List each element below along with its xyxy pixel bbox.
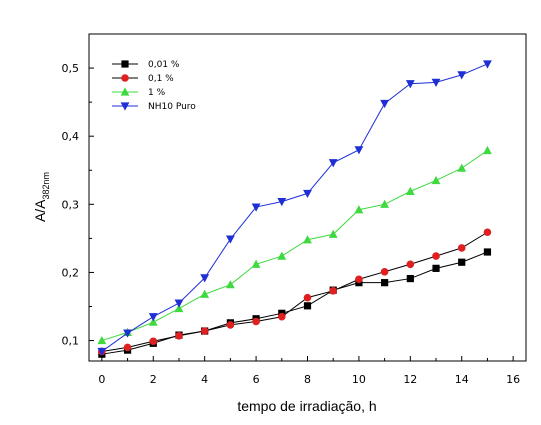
x-tick-label: 12 xyxy=(403,373,417,386)
data-point xyxy=(483,145,492,155)
data-point xyxy=(252,317,260,326)
data-point xyxy=(200,289,210,298)
series-line xyxy=(101,231,488,352)
legend-marker xyxy=(120,87,130,96)
x-tick-label: 14 xyxy=(455,373,469,386)
legend-marker xyxy=(120,102,130,111)
data-point xyxy=(483,60,492,69)
data-point xyxy=(431,78,441,87)
x-tick-label: 10 xyxy=(352,373,366,386)
y-tick-label: 0,5 xyxy=(62,62,80,75)
data-point xyxy=(432,252,440,260)
legend-label: 0,01 % xyxy=(148,60,180,70)
data-point xyxy=(277,312,286,321)
series-line xyxy=(101,150,488,342)
legend-item: 1 % xyxy=(112,87,166,98)
data-point xyxy=(123,329,132,338)
y-tick-label: 0,3 xyxy=(62,198,80,211)
y-axis-title-subscript: 382nm xyxy=(41,172,51,200)
data-point xyxy=(354,205,364,214)
data-point xyxy=(225,280,235,289)
data-point xyxy=(148,313,158,322)
data-point xyxy=(329,287,338,295)
y-axis: 0,1 0,2 0,3 0,4 0,5 xyxy=(62,62,94,348)
data-point xyxy=(406,260,415,269)
data-point xyxy=(200,327,209,335)
series-layer xyxy=(97,60,492,358)
y-tick-label: 0,2 xyxy=(62,266,80,279)
data-point xyxy=(432,264,440,272)
series-2 xyxy=(97,145,492,345)
x-axis-title: tempo de irradiação, h xyxy=(237,398,376,414)
legend-item: 0,1 % xyxy=(112,74,174,84)
legend-label: NH10 Puro xyxy=(148,102,196,112)
data-point xyxy=(355,275,363,284)
y-axis-title: A/A382nm xyxy=(32,172,51,222)
data-point xyxy=(381,279,389,287)
x-tick-label: 0 xyxy=(98,373,105,386)
x-tick-label: 2 xyxy=(150,373,157,386)
data-point xyxy=(328,159,338,168)
data-point xyxy=(174,303,184,313)
series-0 xyxy=(98,248,492,358)
series-line xyxy=(101,63,488,352)
series-3 xyxy=(97,60,492,357)
data-point xyxy=(174,299,184,308)
x-tick-label: 4 xyxy=(201,373,208,386)
data-point xyxy=(457,71,467,80)
x-axis: 0 2 4 6 8 10 12 14 16 xyxy=(98,356,520,386)
y-axis-title-main: A/A xyxy=(32,199,48,222)
data-point xyxy=(380,99,390,109)
x-tick-label: 6 xyxy=(253,373,260,386)
data-point xyxy=(200,274,210,283)
y-tick-label: 0,4 xyxy=(62,130,80,143)
y-tick-label: 0,1 xyxy=(62,335,80,348)
data-point xyxy=(328,229,338,238)
data-point xyxy=(123,343,132,352)
data-point xyxy=(303,293,312,302)
data-point xyxy=(303,302,312,310)
series-1 xyxy=(98,228,492,356)
data-point xyxy=(457,163,467,172)
legend-label: 0,1 % xyxy=(148,74,174,84)
data-point xyxy=(97,347,107,357)
data-point xyxy=(405,186,415,195)
data-point xyxy=(251,203,261,212)
legend-item: NH10 Puro xyxy=(112,102,196,112)
legend-marker xyxy=(121,74,129,82)
legend-marker xyxy=(121,60,129,68)
data-point xyxy=(97,335,107,345)
legend-label: 1 % xyxy=(148,88,166,98)
data-point xyxy=(303,189,312,199)
legend-item: 0,01 % xyxy=(112,60,180,70)
x-tick-label: 16 xyxy=(506,373,520,386)
data-point xyxy=(277,251,287,260)
data-point xyxy=(406,274,414,283)
data-point xyxy=(431,175,441,185)
data-point xyxy=(175,331,183,340)
data-point xyxy=(380,199,390,208)
data-point xyxy=(457,244,466,252)
data-point xyxy=(458,258,466,266)
legend: 0,01 % 0,1 % 1 % NH10 Puro xyxy=(112,60,196,112)
data-point xyxy=(303,235,312,244)
x-tick-label: 8 xyxy=(304,373,311,386)
data-point xyxy=(483,248,492,256)
data-point xyxy=(225,235,235,244)
data-point xyxy=(380,267,389,276)
data-point xyxy=(483,228,492,237)
data-point xyxy=(251,259,261,268)
data-point xyxy=(354,146,364,155)
data-point xyxy=(149,337,158,346)
data-point xyxy=(405,80,415,89)
data-point xyxy=(148,317,158,326)
data-point xyxy=(277,197,287,207)
data-point xyxy=(226,321,235,329)
series-line xyxy=(101,251,488,355)
